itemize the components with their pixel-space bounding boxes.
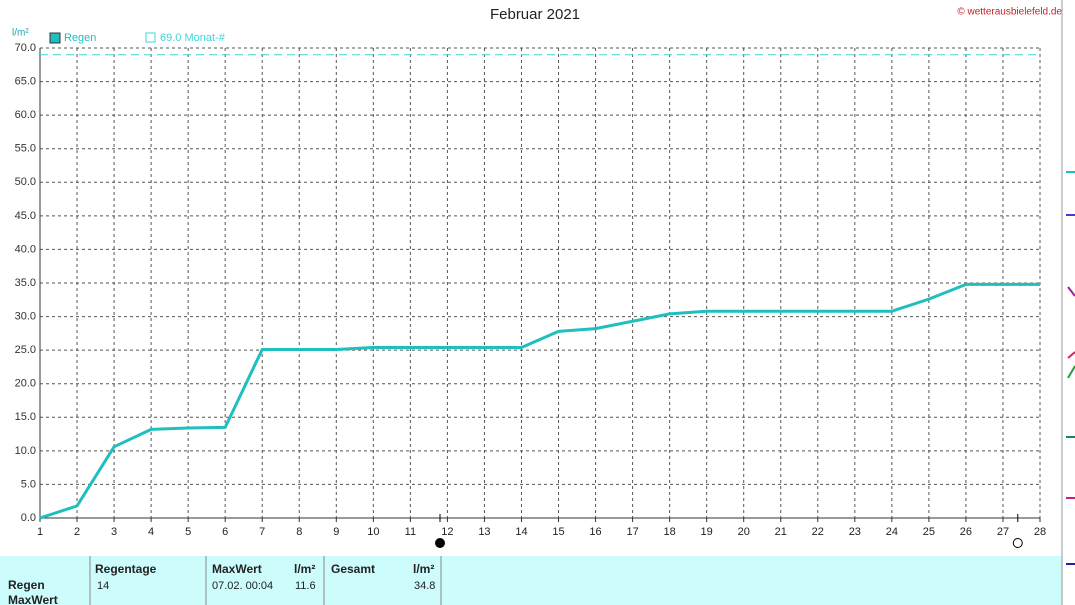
x-tick-label: 5 [185, 526, 191, 538]
x-tick-label: 7 [259, 526, 265, 538]
table-cell: 11.6 [295, 580, 316, 592]
x-tick-label: 4 [148, 526, 154, 538]
chart-title: Februar 2021 [490, 6, 580, 23]
x-tick-label: 9 [333, 526, 339, 538]
x-tick-label: 14 [515, 526, 527, 538]
x-tick-label: 19 [701, 526, 713, 538]
y-tick-label: 70.0 [15, 42, 36, 54]
x-tick-label: 15 [552, 526, 564, 538]
y-tick-label: 35.0 [15, 277, 36, 289]
x-tick-label: 8 [296, 526, 302, 538]
x-tick-label: 11 [405, 526, 416, 538]
moon-phase [435, 538, 445, 548]
source: © wetterausbielefeld.de [957, 7, 1062, 18]
y-tick-label: 55.0 [15, 143, 36, 155]
y-tick-label: 25.0 [15, 344, 36, 356]
legend-swatch [145, 32, 156, 43]
x-tick-label: 21 [775, 526, 787, 538]
x-tick-label: 26 [960, 526, 972, 538]
x-tick-label: 3 [111, 526, 117, 538]
neighbor-chart-edge [1066, 171, 1075, 565]
table-header: l/m² [413, 562, 434, 576]
y-tick-label: 10.0 [15, 445, 36, 457]
x-tick-label: 27 [997, 526, 1009, 538]
table-header: l/m² [294, 562, 315, 576]
x-tick-label: 12 [441, 526, 453, 538]
x-tick-label: 17 [626, 526, 638, 538]
x-tick-label: 6 [222, 526, 228, 538]
y-tick-label: 45.0 [15, 210, 36, 222]
table-cell: 14 [97, 580, 109, 592]
y-axis-unit: l/m² [12, 28, 29, 39]
y-tick-label: 40.0 [15, 243, 36, 255]
y-tick-label: 65.0 [15, 75, 36, 87]
legend-swatch [49, 32, 61, 44]
table-cell: 34.8 [414, 580, 435, 592]
y-tick-label: 0.0 [21, 512, 36, 524]
line-series [39, 282, 1040, 520]
table-header: MaxWert [212, 562, 262, 576]
x-tick-label: 25 [923, 526, 935, 538]
legend-label: 69.0 Monat-# [160, 32, 226, 44]
row-label: Regen [8, 578, 45, 592]
x-tick-label: 28 [1034, 526, 1046, 538]
x-tick-label: 22 [812, 526, 824, 538]
x-tick-label: 20 [738, 526, 750, 538]
y-tick-label: 30.0 [15, 310, 36, 322]
y-tick-label: 5.0 [21, 478, 36, 490]
x-tick-label: 16 [589, 526, 601, 538]
row-label: MaxWert [8, 593, 58, 605]
table-cell: 07.02. 00:04 [212, 580, 273, 592]
table-background [0, 556, 1062, 605]
x-tick-label: 24 [886, 526, 898, 538]
x-tick-label: 23 [849, 526, 861, 538]
y-tick-label: 20.0 [15, 378, 36, 390]
x-tick-label: 1 [37, 526, 43, 538]
y-tick-label: 15.0 [15, 411, 36, 423]
x-tick-label: 18 [664, 526, 676, 538]
x-tick-label: 2 [74, 526, 80, 538]
table-header: Gesamt [331, 562, 375, 576]
x-tick-label: 10 [367, 526, 379, 538]
y-tick-label: 60.0 [15, 109, 36, 121]
legend-label: Regen [64, 32, 96, 44]
summary-table: Regentage MaxWert l/m² Gesamt l/m² Regen… [8, 556, 442, 605]
y-tick-label: 50.0 [15, 176, 36, 188]
table-header: Regentage [95, 562, 157, 576]
x-tick-label: 13 [478, 526, 490, 538]
moon-phase [1012, 538, 1023, 548]
